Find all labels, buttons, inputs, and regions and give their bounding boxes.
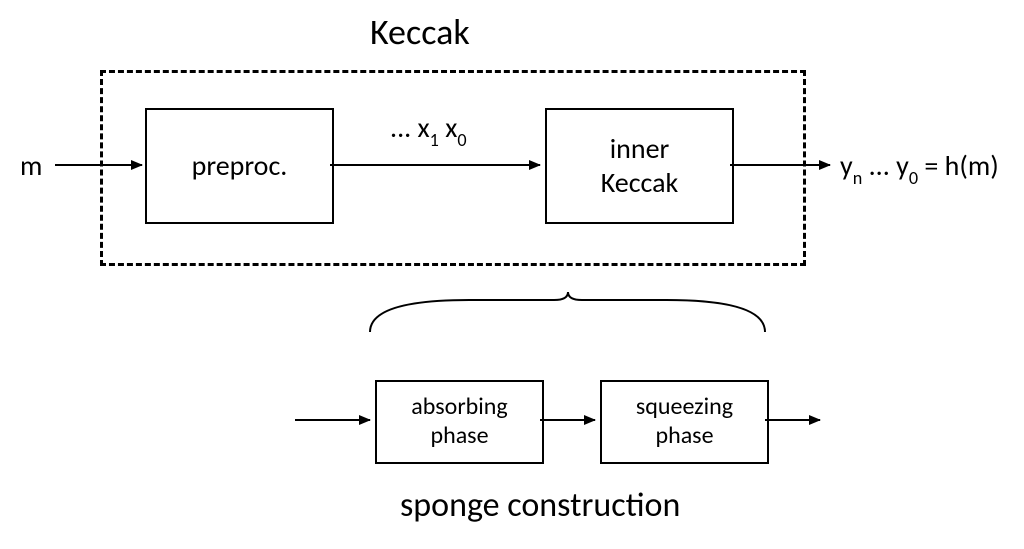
mid-x1-text: ... x [390,110,430,145]
out-yn-sub: n [853,167,863,189]
out-y0-text: y [896,148,909,183]
absorb-line1: absorbing [411,393,507,422]
inner-line1: inner [601,132,679,166]
diagram-canvas: Keccak m preproc. ... x1 x0 inner Keccak… [0,0,1024,549]
out-yn-text: y [840,148,853,183]
mid-x1-sub: 1 [430,129,439,151]
sponge-construction-label: sponge construction [400,485,680,526]
inner-line2: Keccak [601,166,679,200]
input-label-m: m [20,148,42,183]
out-y0-sub: 0 [909,167,918,189]
out-eq: = h(m) [918,148,999,183]
squeezing-phase-box: squeezing phase [600,380,769,464]
mid-stream-label: ... x1 x0 [390,110,467,149]
squeeze-line2: phase [636,422,733,451]
absorb-line2: phase [411,422,507,451]
squeeze-line1: squeezing [636,393,733,422]
mid-x0-sub: 0 [457,129,466,151]
diagram-title: Keccak [370,10,470,54]
inner-keccak-box: inner Keccak [545,108,734,224]
preproc-label: preproc. [192,149,288,183]
out-dots: ... [862,148,896,183]
output-label: yn ... y0 = h(m) [840,148,999,187]
absorbing-phase-box: absorbing phase [375,380,544,464]
preproc-box: preproc. [145,108,334,224]
mid-x0-text: x [445,110,457,145]
